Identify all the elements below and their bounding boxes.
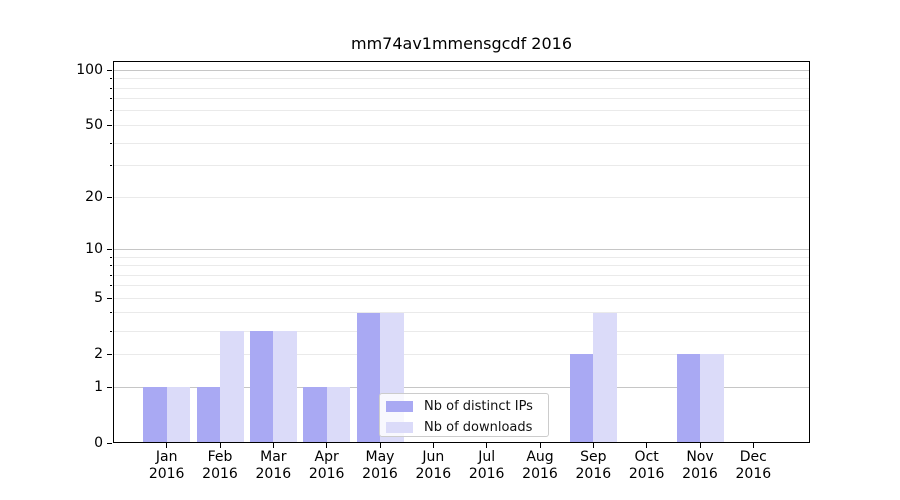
x-tick-label-line: 2016	[415, 466, 452, 482]
y-tick-label: 10	[85, 241, 103, 258]
y-tick-label: 100	[76, 62, 103, 79]
x-tick-label-line: Aug	[526, 449, 554, 465]
y-minor-tick-mark	[109, 142, 112, 144]
x-tick-label-line: 2016	[148, 466, 185, 482]
y-minor-tick-mark	[109, 165, 112, 167]
x-tick-label-line: Jul	[478, 449, 496, 465]
x-tick-label-line: Nov	[686, 449, 714, 465]
x-tick-label-nov: Nov 2016	[672, 449, 728, 483]
x-tick-label-line: Sep	[580, 449, 607, 465]
x-tick-label-line: Mar	[260, 449, 287, 465]
x-tick-mark	[432, 443, 434, 448]
y-tick-mark	[107, 124, 112, 126]
y-tick-mark	[107, 297, 112, 299]
x-tick-label-line: Oct	[634, 449, 659, 465]
y-minor-tick-mark	[109, 297, 112, 299]
y-minor-tick-mark	[109, 312, 112, 314]
x-tick-label-mar: Mar 2016	[245, 449, 301, 483]
y-tick-label: 1	[94, 379, 103, 395]
x-tick-label-may: May 2016	[352, 449, 408, 483]
y-minor-tick-mark	[109, 285, 112, 287]
legend-label: Nb of downloads	[424, 420, 533, 435]
y-minor-tick-mark	[109, 265, 112, 266]
x-tick-label-line: Dec	[739, 449, 767, 465]
legend: Nb of distinct IPs Nb of downloads	[379, 393, 549, 437]
x-tick-mark	[592, 443, 594, 448]
x-tick-label-line: 2016	[628, 466, 665, 482]
x-tick-label-aug: Aug 2016	[512, 449, 568, 483]
x-tick-label-line: May	[365, 449, 395, 465]
y-tick-label: 0	[94, 435, 103, 451]
legend-label: Nb of distinct IPs	[424, 399, 533, 414]
x-tick-label-oct: Oct 2016	[619, 449, 675, 483]
x-tick-label-line: Jan	[155, 449, 178, 465]
y-tick-mark	[107, 196, 112, 198]
x-tick-label-jun: Jun 2016	[405, 449, 461, 483]
x-tick-mark	[272, 443, 274, 448]
x-tick-label-jul: Jul 2016	[459, 449, 515, 483]
chart-title: mm74av1mmensgcdf 2016	[350, 34, 573, 53]
y-tick-label: 20	[85, 189, 103, 206]
y-minor-tick-mark	[109, 78, 112, 80]
x-tick-mark	[219, 443, 221, 448]
x-tick-label-line: 2016	[255, 466, 292, 482]
y-minor-tick-mark	[109, 274, 112, 276]
x-tick-label-line: 2016	[362, 466, 398, 482]
x-tick-label-line: 2016	[735, 466, 772, 482]
y-minor-tick-mark	[109, 196, 112, 198]
x-tick-mark	[166, 443, 168, 448]
legend-item: Nb of downloads	[386, 419, 542, 436]
x-tick-mark	[326, 443, 328, 448]
y-tick-mark	[107, 69, 112, 71]
x-tick-label-line: 2016	[308, 466, 345, 482]
y-minor-tick-mark	[109, 330, 112, 332]
y-tick-mark	[107, 353, 112, 355]
y-minor-tick-mark	[109, 98, 112, 100]
x-tick-label-line: Apr	[314, 449, 339, 465]
x-tick-label-apr: Apr 2016	[299, 449, 355, 483]
x-tick-mark	[699, 443, 701, 448]
y-tick-label: 5	[94, 290, 103, 307]
x-tick-label-sep: Sep 2016	[565, 449, 621, 483]
y-tick-mark	[107, 386, 112, 388]
y-minor-tick-mark	[109, 87, 112, 89]
y-tick-label: 2	[94, 346, 103, 363]
x-tick-label-line: 2016	[202, 466, 238, 482]
x-tick-label-line: Jun	[422, 449, 445, 465]
x-tick-mark	[646, 443, 648, 448]
x-tick-mark	[539, 443, 541, 448]
x-tick-label-line: 2016	[522, 466, 558, 482]
x-tick-mark	[379, 443, 381, 448]
x-tick-label-feb: Feb 2016	[192, 449, 248, 483]
x-tick-label-line: Feb	[207, 449, 233, 465]
legend-swatch	[386, 401, 413, 412]
x-tick-label-line: 2016	[575, 466, 612, 482]
x-tick-mark	[752, 443, 754, 448]
y-minor-tick-mark	[109, 256, 112, 258]
y-tick-mark	[107, 442, 112, 444]
x-tick-label-dec: Dec 2016	[725, 449, 781, 483]
legend-swatch	[386, 422, 413, 433]
x-tick-label-line: 2016	[468, 466, 505, 482]
x-tick-label-line: 2016	[682, 466, 718, 482]
y-tick-mark	[107, 248, 112, 250]
y-minor-tick-mark	[109, 353, 112, 355]
x-tick-mark	[486, 443, 488, 448]
y-minor-tick-mark	[109, 124, 112, 126]
legend-item: Nb of distinct IPs	[386, 398, 542, 415]
y-tick-label: 50	[85, 117, 103, 134]
plot-frame	[113, 61, 810, 443]
x-tick-label-jan: Jan 2016	[139, 449, 195, 483]
y-minor-tick-mark	[109, 110, 112, 112]
